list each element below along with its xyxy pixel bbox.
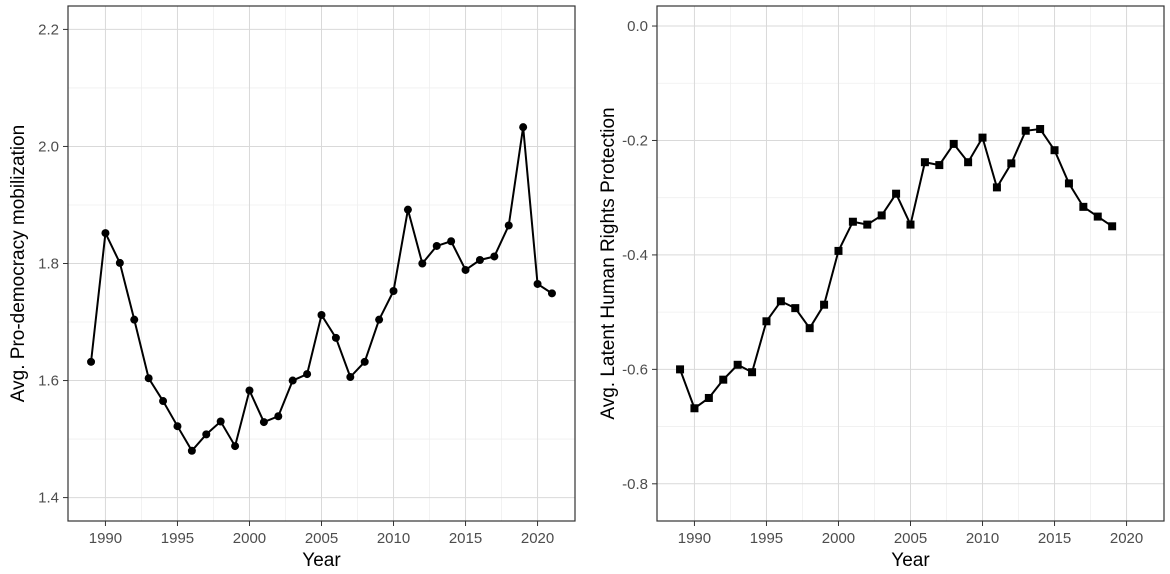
data-point	[360, 357, 369, 366]
data-point	[776, 297, 785, 306]
data-point	[461, 265, 470, 274]
data-point	[288, 376, 297, 385]
data-point	[805, 324, 814, 333]
y-tick-label: -0.8	[622, 476, 648, 493]
x-tick-label: 1995	[750, 530, 783, 547]
data-point	[202, 430, 211, 439]
data-point	[87, 357, 96, 366]
data-point	[159, 397, 168, 406]
data-point	[274, 412, 283, 421]
data-point	[1079, 202, 1088, 211]
data-point	[216, 417, 225, 426]
data-point	[877, 211, 886, 220]
x-tick-label: 2020	[1110, 530, 1143, 547]
x-tick-label: 2015	[1038, 530, 1071, 547]
data-point	[704, 393, 713, 402]
y-tick-label: -0.4	[622, 247, 648, 264]
data-point	[115, 258, 124, 267]
data-point	[533, 279, 542, 288]
data-point	[1093, 212, 1102, 221]
x-axis-title: Year	[302, 550, 341, 571]
data-point	[892, 189, 901, 198]
data-point	[389, 287, 398, 296]
data-point	[432, 241, 441, 250]
data-point	[1050, 146, 1059, 155]
data-point	[920, 158, 929, 167]
data-point	[1007, 159, 1016, 168]
y-tick-label: 0.0	[627, 18, 648, 35]
data-point	[418, 259, 427, 268]
data-point	[834, 246, 843, 255]
y-tick-label: 1.4	[38, 490, 59, 507]
x-tick-label: 2000	[822, 530, 855, 547]
data-point	[173, 422, 182, 431]
data-point	[547, 289, 556, 298]
data-point	[820, 300, 829, 309]
y-tick-label: -0.6	[622, 361, 648, 378]
human-rights-chart: 1990 1995 2000 2005 2010 2015 2020 -0.8 -0.6 -0.4…	[598, 5, 1165, 571]
x-tick-label: 2015	[449, 530, 482, 547]
data-point	[303, 370, 312, 379]
y-axis-title: Avg. Latent Human Rights Protection	[598, 107, 619, 419]
data-point	[245, 386, 254, 395]
data-point	[187, 446, 196, 455]
data-point	[1108, 222, 1117, 231]
data-point	[1021, 126, 1030, 135]
data-point	[490, 252, 499, 261]
data-point	[447, 237, 456, 246]
y-tick-label: 2.2	[38, 21, 59, 38]
data-point	[475, 255, 484, 264]
data-point	[748, 368, 757, 377]
data-point	[259, 418, 268, 427]
x-tick-label: 1990	[89, 530, 122, 547]
data-point	[935, 161, 944, 170]
data-point	[331, 333, 340, 342]
data-point	[1064, 179, 1073, 188]
data-point	[690, 404, 699, 413]
data-point	[519, 123, 528, 132]
x-tick-label: 1990	[678, 530, 711, 547]
data-point	[130, 315, 139, 324]
y-tick-label: 2.0	[38, 138, 59, 155]
data-point	[733, 360, 742, 369]
data-point	[317, 311, 326, 319]
x-tick-label: 1995	[161, 530, 194, 547]
y-axis-title: Avg. Pro-democracy mobilization	[8, 125, 29, 402]
x-tick-label: 2005	[894, 530, 927, 547]
series-line	[679, 127, 1113, 410]
data-point	[964, 158, 973, 167]
mobilization-chart: 1990 1995 2000 2005 2010 2015 2020 1.4 1.6 1.8 2.0…	[8, 5, 576, 571]
data-point	[863, 220, 872, 229]
data-point	[791, 304, 800, 313]
data-point	[375, 315, 384, 324]
data-point	[906, 220, 915, 229]
data-point	[403, 205, 412, 214]
data-point	[762, 317, 771, 326]
data-point	[346, 373, 355, 382]
data-point	[992, 183, 1001, 192]
data-point	[676, 365, 685, 374]
y-tick-label: 1.8	[38, 256, 59, 273]
x-tick-label: 2005	[305, 530, 338, 547]
y-tick-label: 1.6	[38, 373, 59, 390]
data-point	[231, 442, 240, 451]
data-point	[949, 139, 958, 148]
data-point	[848, 217, 857, 226]
x-tick-label: 2010	[377, 530, 410, 547]
data-point	[1036, 125, 1045, 134]
x-tick-label: 2010	[966, 530, 999, 547]
y-tick-label: -0.2	[622, 132, 648, 149]
x-tick-label: 2000	[233, 530, 266, 547]
data-point	[144, 374, 153, 383]
x-axis-title: Year	[891, 550, 930, 571]
x-tick-label: 2020	[521, 530, 554, 547]
data-point	[719, 375, 728, 384]
data-point	[101, 229, 110, 238]
data-point	[978, 133, 987, 142]
data-point	[504, 221, 513, 230]
